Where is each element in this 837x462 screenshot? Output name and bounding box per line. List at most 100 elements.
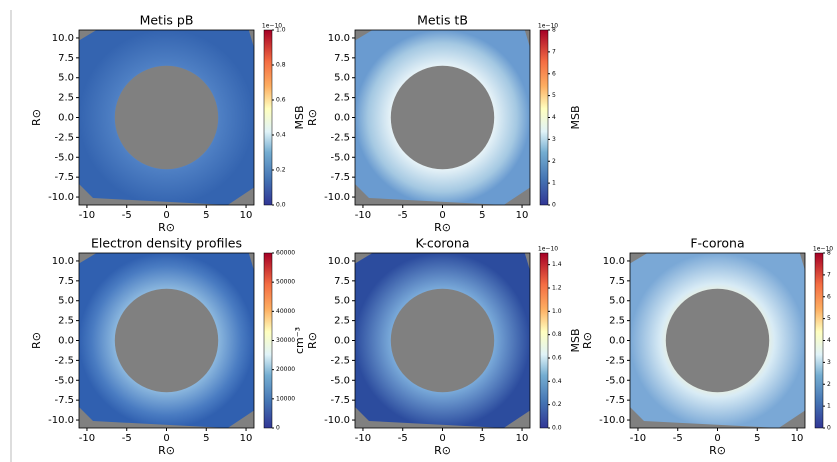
colorbar-tick-label: 0 bbox=[552, 202, 556, 209]
x-tick-label: -10 bbox=[630, 433, 646, 444]
colorbar-tick-label: 7 bbox=[552, 48, 556, 55]
y-tick-label: -7.5 bbox=[330, 172, 350, 183]
y-tick-label: -5.0 bbox=[54, 375, 74, 386]
y-tick-label: 10.0 bbox=[603, 256, 625, 267]
occulter bbox=[390, 65, 495, 170]
y-tick-label: -2.5 bbox=[54, 132, 74, 143]
y-tick-label: 2.5 bbox=[334, 93, 350, 104]
colorbar-tick-label: 8 bbox=[552, 27, 556, 34]
y-tick-label: -5.0 bbox=[330, 375, 350, 386]
x-tick-label: 10 bbox=[240, 210, 253, 221]
colorbar-tick-label: 0.4 bbox=[276, 132, 286, 139]
y-axis-label: R⊙ bbox=[581, 332, 594, 349]
x-tick-label: -5 bbox=[398, 210, 408, 221]
x-axis-label: R⊙ bbox=[158, 221, 175, 234]
x-axis-label: R⊙ bbox=[158, 444, 175, 457]
y-tick-label: 7.5 bbox=[58, 276, 74, 287]
colorbar-tick-label: 1 bbox=[827, 403, 831, 410]
y-tick-label: -2.5 bbox=[605, 355, 625, 366]
colorbar-tick-label: 5 bbox=[827, 315, 831, 322]
x-tick-label: 10 bbox=[516, 210, 529, 221]
x-tick-label: 5 bbox=[203, 210, 209, 221]
panel-title: Metis pB bbox=[140, 13, 194, 28]
y-tick-label: 5.0 bbox=[58, 296, 74, 307]
colorbar-label: cm⁻³ bbox=[293, 327, 306, 354]
y-tick-label: 0.0 bbox=[58, 113, 74, 124]
y-tick-label: -2.5 bbox=[330, 355, 350, 366]
x-axis-label: R⊙ bbox=[434, 444, 451, 457]
colorbar-tick-label: 0 bbox=[276, 425, 280, 432]
colorbar-label: MSB bbox=[569, 328, 582, 352]
occulter bbox=[665, 288, 770, 393]
x-tick-label: 0 bbox=[714, 433, 720, 444]
colorbar-tick-label: 40000 bbox=[276, 308, 295, 315]
x-tick-label: 0 bbox=[163, 210, 169, 221]
colorbar-tick-label: 3 bbox=[827, 359, 831, 366]
colorbar bbox=[263, 29, 273, 206]
y-tick-label: -10.0 bbox=[599, 415, 625, 426]
y-tick-label: -2.5 bbox=[330, 132, 350, 143]
x-tick-label: 0 bbox=[163, 433, 169, 444]
x-tick-label: 10 bbox=[791, 433, 804, 444]
y-tick-label: 7.5 bbox=[334, 276, 350, 287]
y-tick-label: -2.5 bbox=[54, 355, 74, 366]
x-tick-label: 10 bbox=[240, 433, 253, 444]
colorbar-tick-label: 10000 bbox=[276, 395, 295, 402]
x-tick-label: -10 bbox=[355, 210, 371, 221]
y-tick-label: 5.0 bbox=[334, 73, 350, 84]
y-tick-label: -5.0 bbox=[605, 375, 625, 386]
y-tick-label: 5.0 bbox=[609, 296, 625, 307]
colorbar-tick-label: 0.2 bbox=[552, 401, 562, 408]
y-tick-label: -5.0 bbox=[54, 152, 74, 163]
colorbar bbox=[539, 29, 549, 206]
colorbar bbox=[539, 252, 549, 429]
y-axis-label: R⊙ bbox=[30, 332, 43, 349]
colorbar-tick-label: 0.6 bbox=[276, 97, 286, 104]
y-tick-label: 7.5 bbox=[58, 53, 74, 64]
colorbar-tick-label: 0.6 bbox=[552, 355, 562, 362]
y-tick-label: 2.5 bbox=[609, 316, 625, 327]
x-tick-label: -10 bbox=[79, 433, 95, 444]
colorbar bbox=[814, 252, 824, 429]
occulter bbox=[114, 288, 219, 393]
y-tick-label: 0.0 bbox=[334, 336, 350, 347]
y-tick-label: 0.0 bbox=[58, 336, 74, 347]
y-tick-label: 10.0 bbox=[328, 33, 350, 44]
occulter bbox=[114, 65, 219, 170]
y-tick-label: 5.0 bbox=[334, 296, 350, 307]
colorbar-tick-label: 1.2 bbox=[552, 285, 562, 292]
colorbar-tick-label: 1.0 bbox=[552, 308, 562, 315]
colorbar-tick-label: 0.8 bbox=[276, 62, 286, 69]
x-tick-label: 0 bbox=[439, 210, 445, 221]
colorbar-tick-label: 6 bbox=[827, 293, 831, 300]
y-tick-label: 10.0 bbox=[328, 256, 350, 267]
colorbar-offset: 1e−10 bbox=[538, 23, 558, 30]
x-tick-label: 5 bbox=[479, 210, 485, 221]
occulter bbox=[390, 288, 495, 393]
y-tick-label: 0.0 bbox=[609, 336, 625, 347]
colorbar-tick-label: 3 bbox=[552, 136, 556, 143]
colorbar-tick-label: 0.0 bbox=[276, 202, 286, 209]
y-tick-label: 10.0 bbox=[52, 33, 74, 44]
y-tick-label: 7.5 bbox=[609, 276, 625, 287]
x-tick-label: -10 bbox=[355, 433, 371, 444]
y-tick-label: -10.0 bbox=[48, 415, 74, 426]
y-tick-label: 2.5 bbox=[334, 316, 350, 327]
y-axis-label: R⊙ bbox=[30, 109, 43, 126]
y-tick-label: -10.0 bbox=[324, 415, 350, 426]
y-tick-label: 7.5 bbox=[334, 53, 350, 64]
colorbar-offset: 1e−10 bbox=[262, 23, 282, 30]
colorbar bbox=[263, 252, 273, 429]
colorbar-tick-label: 2 bbox=[552, 158, 556, 165]
colorbar-tick-label: 1 bbox=[552, 180, 556, 187]
colorbar-tick-label: 0.2 bbox=[276, 167, 286, 174]
colorbar-tick-label: 2 bbox=[827, 381, 831, 388]
colorbar-tick-label: 0.4 bbox=[552, 378, 562, 385]
colorbar-tick-label: 0.8 bbox=[552, 331, 562, 338]
y-tick-label: -7.5 bbox=[330, 395, 350, 406]
colorbar-tick-label: 6 bbox=[552, 70, 556, 77]
colorbar-offset: 1e−10 bbox=[538, 246, 558, 253]
x-tick-label: -10 bbox=[79, 210, 95, 221]
x-tick-label: 5 bbox=[479, 433, 485, 444]
